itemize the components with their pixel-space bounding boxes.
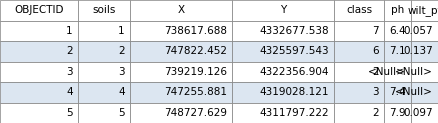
Text: 7.4: 7.4 xyxy=(389,87,406,97)
Text: 4322356.904: 4322356.904 xyxy=(259,67,329,77)
Bar xyxy=(0,21,78,41)
Bar xyxy=(0,62,78,82)
Text: 0.137: 0.137 xyxy=(403,46,433,56)
Bar xyxy=(384,82,411,102)
Text: 7.9: 7.9 xyxy=(389,108,406,118)
Bar xyxy=(384,62,411,82)
Text: 738617.688: 738617.688 xyxy=(164,26,227,36)
Text: 4: 4 xyxy=(66,87,73,97)
Text: 5: 5 xyxy=(118,108,125,118)
Text: wilt_pt: wilt_pt xyxy=(407,5,438,16)
Text: 4319028.121: 4319028.121 xyxy=(259,87,329,97)
Text: 747822.452: 747822.452 xyxy=(164,46,227,56)
Bar xyxy=(130,41,232,62)
Bar xyxy=(232,62,334,82)
Text: 4332677.538: 4332677.538 xyxy=(259,26,329,36)
Bar xyxy=(130,82,232,102)
Text: 6.4: 6.4 xyxy=(389,26,406,36)
Text: 748727.629: 748727.629 xyxy=(164,108,227,118)
Text: 5: 5 xyxy=(66,108,73,118)
Bar xyxy=(411,62,438,82)
Bar xyxy=(78,21,130,41)
Text: 4311797.222: 4311797.222 xyxy=(259,108,329,118)
Text: 7: 7 xyxy=(372,26,379,36)
Text: <Null>: <Null> xyxy=(368,67,406,77)
Text: <Null>: <Null> xyxy=(395,67,433,77)
Bar xyxy=(232,82,334,102)
Text: 2: 2 xyxy=(372,108,379,118)
Text: <Null>: <Null> xyxy=(395,87,433,97)
Bar xyxy=(411,102,438,123)
Text: 0.097: 0.097 xyxy=(403,108,433,118)
Text: 0.057: 0.057 xyxy=(403,26,433,36)
Bar xyxy=(130,0,232,21)
Bar xyxy=(232,102,334,123)
Bar xyxy=(411,21,438,41)
Text: OBJECTID: OBJECTID xyxy=(14,5,64,15)
Text: class: class xyxy=(346,5,372,15)
Text: 1: 1 xyxy=(66,26,73,36)
Bar xyxy=(0,0,78,21)
Bar xyxy=(411,82,438,102)
Text: 2: 2 xyxy=(372,67,379,77)
Text: 6: 6 xyxy=(372,46,379,56)
Bar xyxy=(78,0,130,21)
Text: soils: soils xyxy=(92,5,116,15)
Bar xyxy=(232,0,334,21)
Text: 1: 1 xyxy=(118,26,125,36)
Bar xyxy=(384,21,411,41)
Text: 2: 2 xyxy=(66,46,73,56)
Bar xyxy=(78,82,130,102)
Bar xyxy=(78,102,130,123)
Text: X: X xyxy=(177,5,184,15)
Bar xyxy=(334,62,384,82)
Bar xyxy=(334,21,384,41)
Bar xyxy=(411,0,438,21)
Text: Y: Y xyxy=(280,5,286,15)
Bar xyxy=(78,62,130,82)
Bar xyxy=(384,0,411,21)
Bar xyxy=(334,41,384,62)
Bar xyxy=(0,41,78,62)
Bar xyxy=(78,41,130,62)
Bar xyxy=(0,102,78,123)
Bar xyxy=(334,102,384,123)
Text: 3: 3 xyxy=(118,67,125,77)
Bar xyxy=(130,62,232,82)
Bar xyxy=(334,0,384,21)
Text: 3: 3 xyxy=(66,67,73,77)
Bar xyxy=(411,41,438,62)
Text: 747255.881: 747255.881 xyxy=(164,87,227,97)
Text: 7.1: 7.1 xyxy=(389,46,406,56)
Bar xyxy=(232,41,334,62)
Bar xyxy=(232,21,334,41)
Bar xyxy=(0,82,78,102)
Text: ph: ph xyxy=(391,5,404,15)
Bar xyxy=(334,82,384,102)
Bar xyxy=(384,41,411,62)
Text: 3: 3 xyxy=(372,87,379,97)
Bar xyxy=(130,21,232,41)
Text: 739219.126: 739219.126 xyxy=(164,67,227,77)
Bar xyxy=(384,102,411,123)
Text: 4: 4 xyxy=(118,87,125,97)
Text: 4325597.543: 4325597.543 xyxy=(259,46,329,56)
Bar xyxy=(130,102,232,123)
Text: 2: 2 xyxy=(118,46,125,56)
